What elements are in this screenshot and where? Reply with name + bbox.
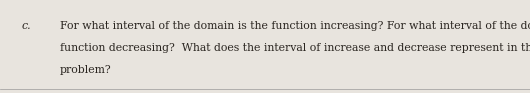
Text: function decreasing?  What does the interval of increase and decrease represent : function decreasing? What does the inter… [60,43,530,53]
Text: For what interval of the domain is the function increasing? For what interval of: For what interval of the domain is the f… [60,21,530,31]
Text: c.: c. [22,21,32,31]
Text: problem?: problem? [60,65,112,75]
